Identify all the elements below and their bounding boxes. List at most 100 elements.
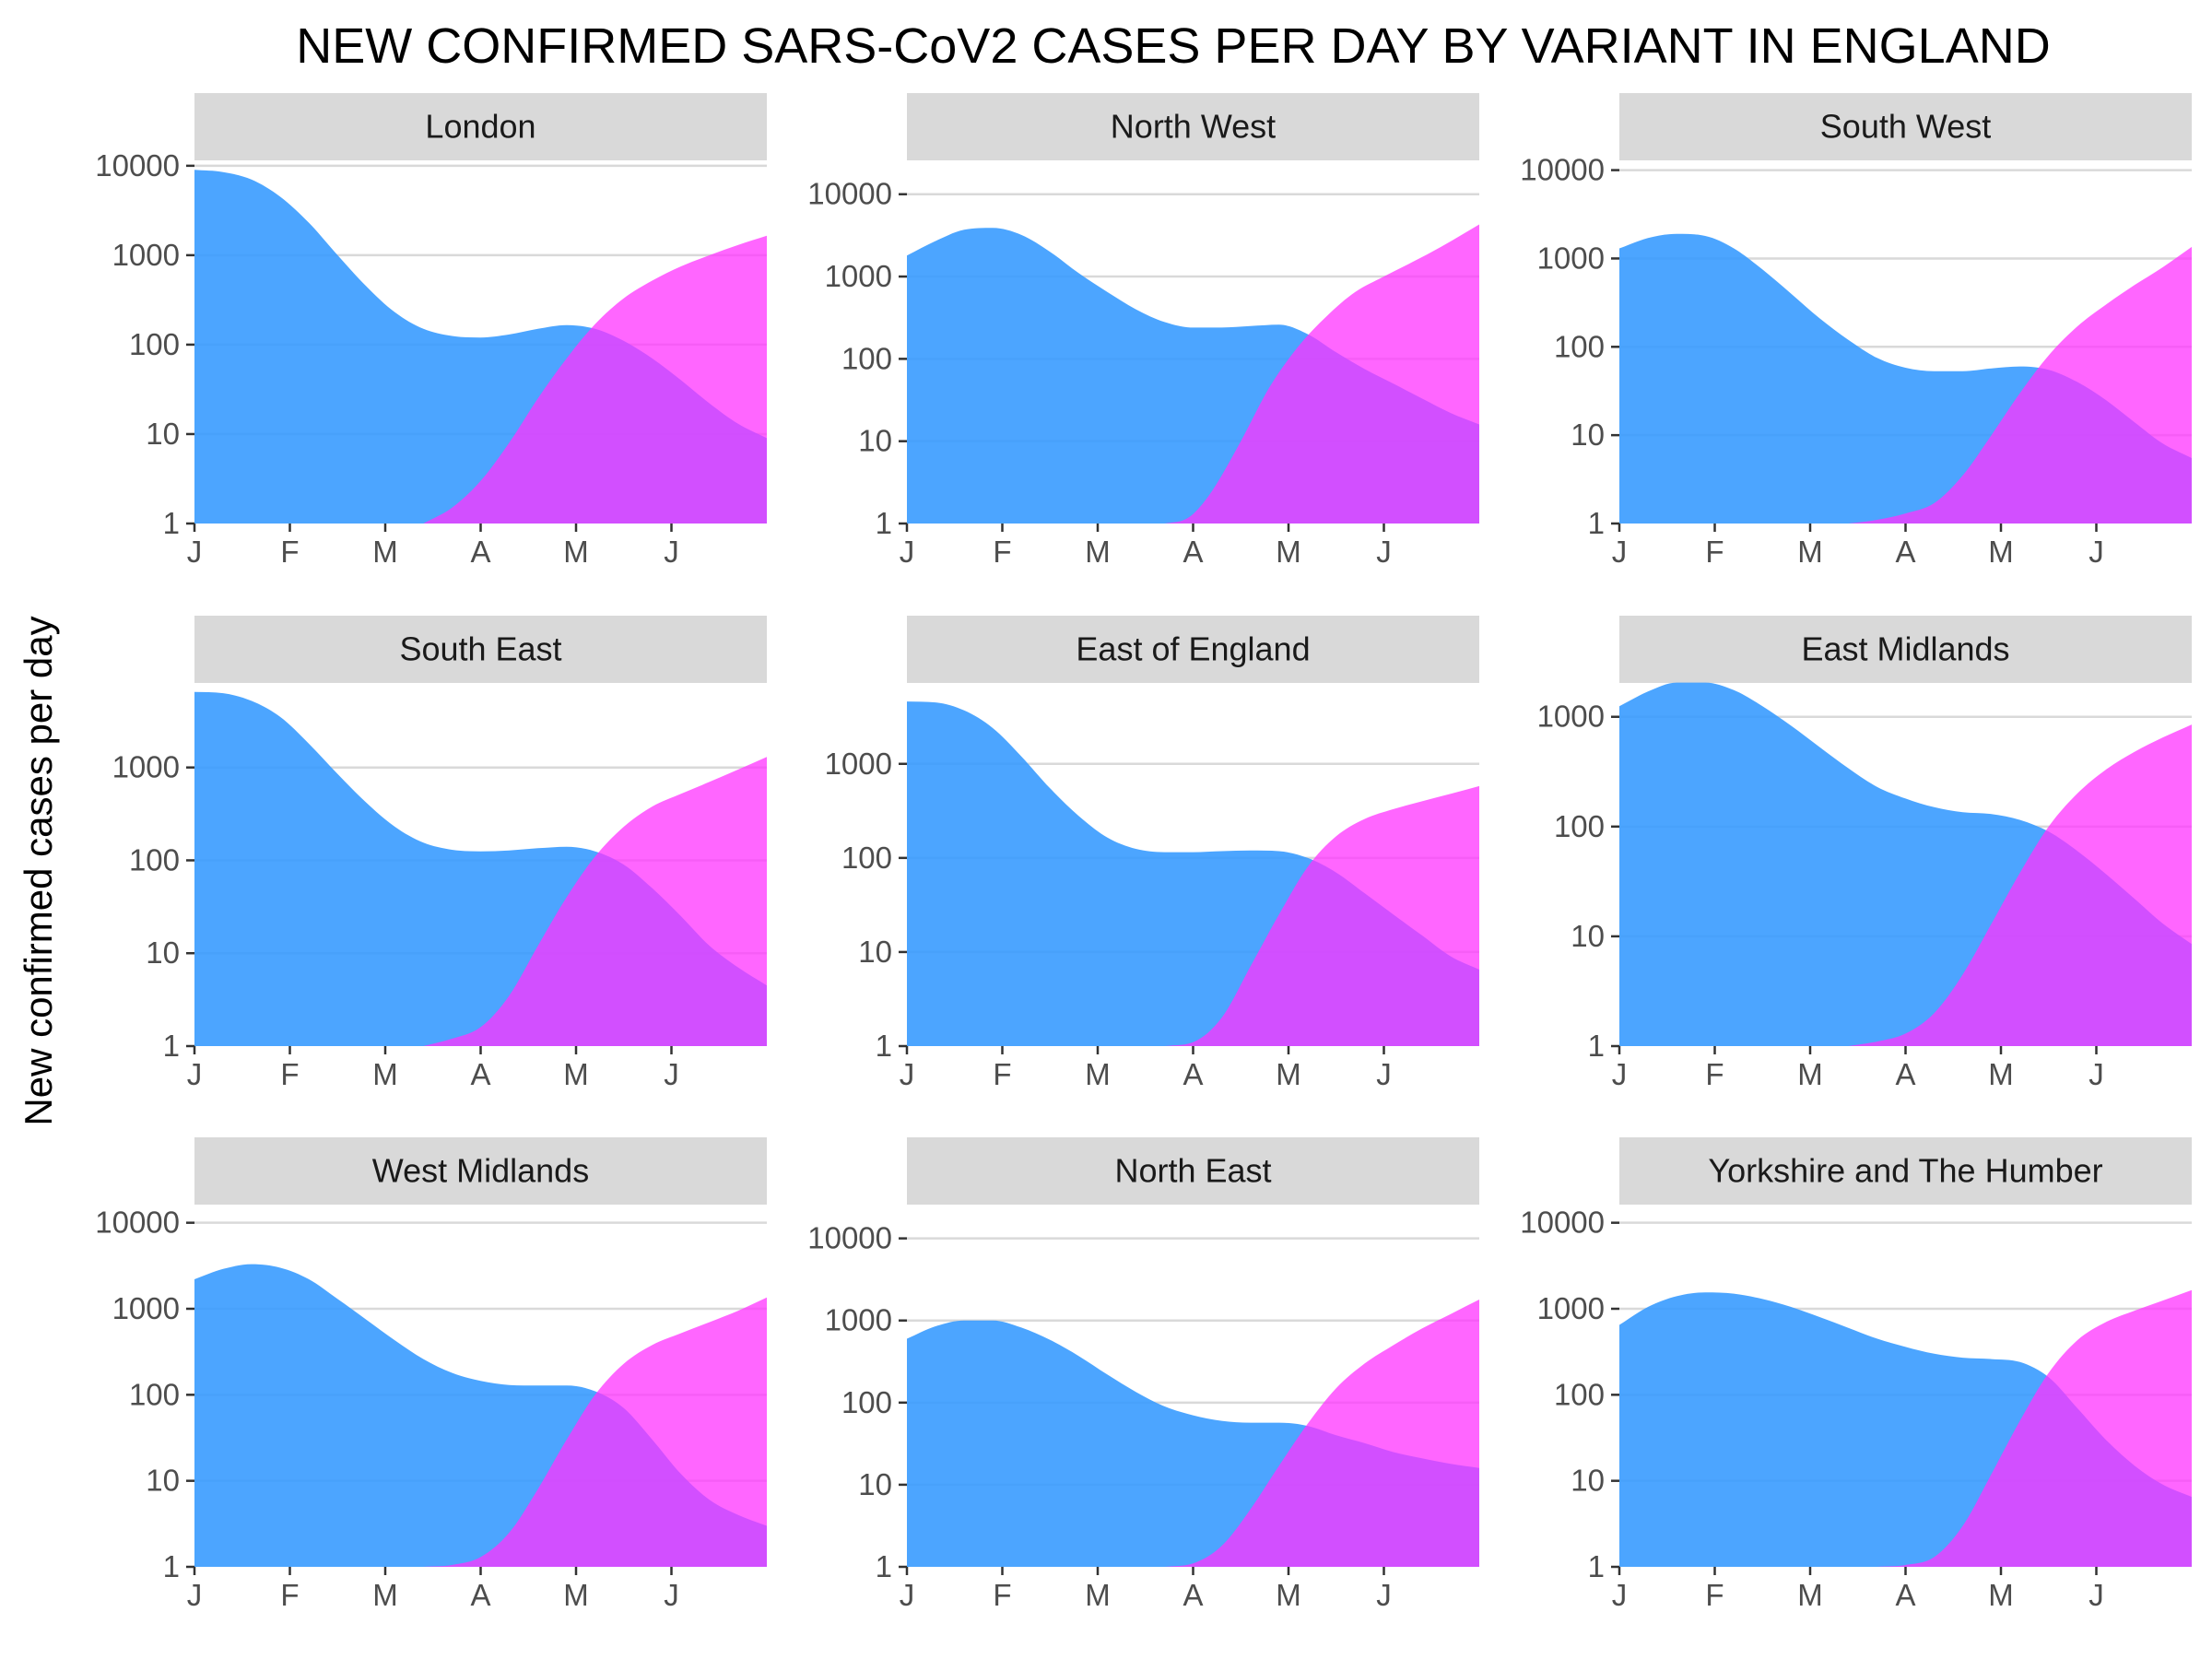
x-tick-label: J: [2088, 535, 2104, 569]
facet-panel: West Midlands 1 10 100 1000 10000 J F M A M J: [95, 1137, 767, 1612]
x-tick-label: M: [1276, 1057, 1301, 1091]
x-tick-label: M: [1085, 1057, 1111, 1091]
x-tick-label: A: [1895, 535, 1915, 569]
y-tick-label: 100: [1554, 809, 1605, 843]
x-tick-label: M: [1085, 535, 1111, 569]
x-tick-label: F: [280, 1057, 299, 1091]
y-tick-label: 1: [1588, 1029, 1605, 1063]
y-tick-label: 10: [858, 935, 892, 969]
facet-strip: [1619, 616, 2192, 683]
x-tick-label: F: [993, 1057, 1011, 1091]
facet-panel: East Midlands 1 10 100 1000 J F M A M J: [1537, 616, 2192, 1091]
y-tick-label: 1000: [112, 238, 180, 272]
x-tick-label: M: [1988, 1057, 2014, 1091]
y-tick-label: 100: [841, 1385, 892, 1419]
y-tick-label: 1: [876, 506, 892, 540]
x-tick-label: F: [993, 535, 1011, 569]
series-2-area: [423, 1297, 767, 1567]
y-tick-label: 10: [1571, 1464, 1605, 1498]
y-tick-label: 100: [1554, 329, 1605, 363]
x-tick-label: A: [1895, 1578, 1915, 1612]
facet-strip-label: West Midlands: [372, 1152, 589, 1190]
x-tick-label: J: [187, 1057, 203, 1091]
y-tick-label: 10: [146, 935, 180, 970]
y-tick-label: 1: [163, 506, 180, 540]
y-tick-label: 1: [163, 1029, 180, 1063]
facet-strip: [907, 616, 1479, 683]
y-tick-label: 10: [1571, 418, 1605, 452]
y-tick-label: 1: [1588, 1549, 1605, 1583]
x-tick-label: J: [1376, 1057, 1392, 1091]
x-tick-label: J: [900, 535, 915, 569]
facet-strip: [907, 93, 1479, 160]
x-tick-label: M: [1988, 1578, 2014, 1612]
facet-strip-label: South East: [399, 630, 561, 668]
y-tick-label: 10: [858, 424, 892, 458]
facet-panel: South East 1 10 100 1000 J F M A M J: [112, 616, 767, 1091]
facet-strip-label: East of England: [1076, 630, 1310, 668]
facet-panels: London 1 10 100 1000 10000 J F M A M J North West 1 10…: [95, 93, 2192, 1612]
y-tick-label: 100: [841, 841, 892, 875]
y-tick-label: 10000: [95, 1206, 180, 1240]
series-2-area: [1164, 1300, 1479, 1567]
facet-strip-label: London: [425, 108, 535, 146]
series-2-area: [1164, 785, 1479, 1046]
series-2-area: [1848, 246, 2192, 524]
x-tick-label: A: [1895, 1057, 1915, 1091]
x-tick-label: A: [470, 1578, 490, 1612]
x-tick-label: F: [1705, 1057, 1724, 1091]
x-tick-label: F: [993, 1578, 1011, 1612]
x-tick-label: M: [372, 1578, 398, 1612]
y-tick-label: 10000: [807, 177, 892, 211]
x-tick-label: M: [563, 1578, 589, 1612]
facet-strip-label: North West: [1111, 108, 1276, 146]
y-tick-label: 1000: [825, 259, 892, 293]
x-tick-label: F: [280, 1578, 299, 1612]
x-tick-label: J: [664, 1578, 679, 1612]
x-tick-label: J: [664, 1057, 679, 1091]
facet-strip: [194, 1137, 767, 1205]
x-tick-label: A: [470, 1057, 490, 1091]
y-tick-label: 10: [1571, 919, 1605, 953]
x-tick-label: J: [187, 535, 203, 569]
x-tick-label: A: [1182, 1578, 1203, 1612]
facet-panel: London 1 10 100 1000 10000 J F M A M J: [95, 93, 767, 569]
x-tick-label: J: [1376, 535, 1392, 569]
x-tick-label: M: [1797, 1057, 1823, 1091]
facet-strip-label: Yorkshire and The Humber: [1708, 1152, 2102, 1190]
y-tick-label: 1: [876, 1549, 892, 1583]
y-tick-label: 100: [129, 842, 180, 877]
x-tick-label: M: [563, 1057, 589, 1091]
y-tick-label: 100: [129, 327, 180, 361]
y-tick-label: 10000: [807, 1221, 892, 1255]
x-tick-label: J: [900, 1578, 915, 1612]
x-tick-label: M: [372, 1057, 398, 1091]
x-tick-label: M: [1797, 1578, 1823, 1612]
x-tick-label: J: [187, 1578, 203, 1612]
y-tick-label: 100: [129, 1377, 180, 1411]
facet-panel: North West 1 10 100 1000 10000 J F M A M J: [807, 93, 1479, 569]
chart-title: NEW CONFIRMED SARS-CoV2 CASES PER DAY BY…: [296, 18, 2050, 74]
y-tick-label: 1000: [1537, 241, 1605, 275]
facet-panel: North East 1 10 100 1000 10000 J F M A M J: [807, 1137, 1479, 1612]
y-tick-label: 10000: [1520, 1206, 1605, 1240]
series-2-area: [1164, 224, 1479, 524]
y-tick-label: 10: [146, 417, 180, 451]
y-tick-label: 1: [1588, 506, 1605, 540]
y-tick-label: 100: [1554, 1377, 1605, 1411]
facet-strip: [194, 93, 767, 160]
x-tick-label: J: [1612, 1057, 1628, 1091]
x-tick-label: A: [470, 535, 490, 569]
y-tick-label: 10000: [95, 148, 180, 182]
facet-strip: [907, 1137, 1479, 1205]
y-tick-label: 1000: [1537, 700, 1605, 734]
y-tick-label: 100: [841, 341, 892, 375]
facet-strip: [1619, 1137, 2192, 1205]
x-tick-label: A: [1182, 535, 1203, 569]
x-tick-label: M: [1797, 535, 1823, 569]
x-tick-label: F: [280, 535, 299, 569]
facet-strip-label: South West: [1820, 108, 1991, 146]
x-tick-label: J: [664, 535, 679, 569]
